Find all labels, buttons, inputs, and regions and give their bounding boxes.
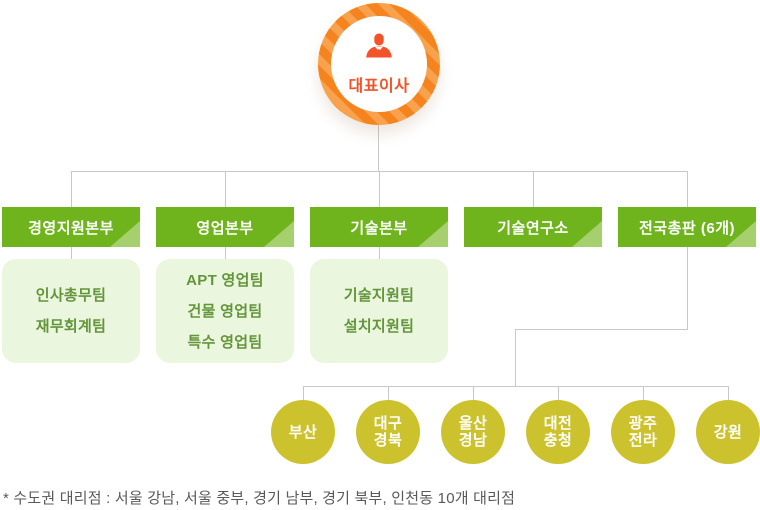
connector-drop-region3	[473, 386, 474, 401]
ceo-badge: 대표이사	[318, 3, 440, 125]
region-label: 경북	[373, 432, 403, 449]
connector-drop-region4	[558, 386, 559, 401]
team-box-sales: APT 영업팀 건물 영업팀 특수 영업팀	[156, 259, 294, 363]
dept-label: 경영지원본부	[28, 219, 114, 237]
region-label: 전라	[628, 432, 658, 449]
corner-fold	[264, 221, 294, 247]
region-label: 울산	[458, 415, 488, 432]
person-icon	[363, 33, 395, 67]
connector-regions-horizontal	[303, 386, 729, 387]
region-label: 대구	[373, 415, 403, 432]
dept-box-management-support: 경영지원본부	[2, 207, 140, 247]
footnote: * 수도권 대리점 : 서울 강남, 서울 중부, 경기 남부, 경기 북부, …	[3, 490, 516, 507]
dept-box-national-distributors: 전국총판 (6개)	[618, 207, 756, 247]
team-label: 기술지원팀	[343, 287, 415, 304]
region-label: 부산	[288, 423, 318, 441]
connector-distributor-down2	[515, 329, 516, 386]
region-circle-daejeon-chungcheong: 대전 충청	[526, 400, 590, 464]
connector-drop-region1	[303, 386, 304, 401]
team-label: APT 영업팀	[186, 271, 264, 289]
team-box-management-support: 인사총무팀 재무회계팀	[2, 259, 140, 363]
dept-box-research-institute: 기술연구소	[464, 207, 602, 247]
connector-drop-dept4	[533, 171, 534, 207]
team-label: 재무회계팀	[35, 318, 107, 335]
region-label: 경남	[458, 432, 488, 449]
region-circle-busan: 부산	[271, 400, 335, 464]
dept-label: 전국총판 (6개)	[638, 219, 735, 237]
connector-distributor-jog	[515, 329, 688, 330]
connector-drop-dept3	[379, 171, 380, 207]
team-label: 설치지원팀	[343, 318, 415, 335]
connector-stub-team1	[71, 247, 72, 259]
region-label: 대전	[543, 415, 573, 432]
region-circle-daegu-gyeongbuk: 대구 경북	[356, 400, 420, 464]
corner-fold	[572, 221, 602, 247]
corner-fold	[110, 221, 140, 247]
region-label: 충청	[543, 432, 573, 449]
region-label: 광주	[628, 415, 658, 432]
connector-stub-team2	[225, 247, 226, 259]
connector-drop-dept1	[71, 171, 72, 207]
connector-ceo-down	[378, 123, 379, 171]
region-circle-gwangju-jeolla: 광주 전라	[611, 400, 675, 464]
team-box-technology: 기술지원팀 설치지원팀	[310, 259, 448, 363]
dept-label: 영업본부	[196, 219, 254, 237]
corner-fold	[726, 221, 756, 247]
connector-drop-region2	[388, 386, 389, 401]
connector-drop-dept5	[687, 171, 688, 207]
corner-fold	[418, 221, 448, 247]
connector-drop-dept2	[225, 171, 226, 207]
team-label: 건물 영업팀	[187, 302, 263, 320]
connector-stub-team3	[379, 247, 380, 259]
region-circle-ulsan-gyeongnam: 울산 경남	[441, 400, 505, 464]
region-label: 강원	[713, 423, 743, 441]
team-label: 인사총무팀	[35, 287, 107, 304]
connector-drop-region5	[643, 386, 644, 401]
dept-label: 기술본부	[350, 219, 408, 237]
region-circle-gangwon: 강원	[696, 400, 760, 464]
team-label: 특수 영업팀	[187, 333, 263, 351]
dept-box-sales: 영업본부	[156, 207, 294, 247]
dept-box-technology: 기술본부	[310, 207, 448, 247]
connector-distributor-down1	[687, 247, 688, 329]
ceo-label: 대표이사	[348, 77, 410, 95]
ceo-badge-inner: 대표이사	[331, 16, 427, 112]
connector-drop-region6	[728, 386, 729, 401]
dept-label: 기술연구소	[497, 219, 569, 237]
